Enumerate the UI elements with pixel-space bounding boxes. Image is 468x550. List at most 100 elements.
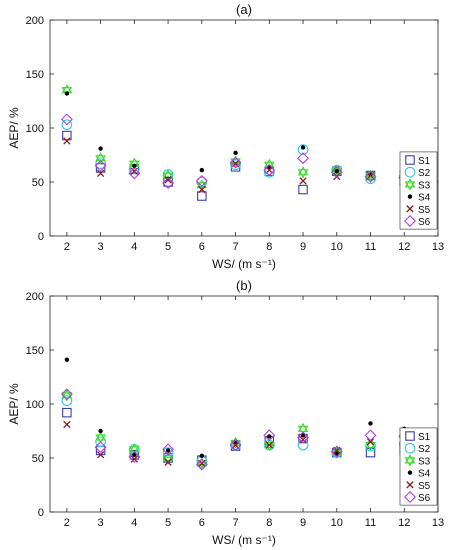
point-s5 xyxy=(96,169,105,178)
legend-label-s6: S6 xyxy=(418,493,431,504)
point-s6 xyxy=(162,443,175,456)
point-s5 xyxy=(164,176,172,184)
point-s5 xyxy=(130,167,139,175)
point-s1 xyxy=(95,445,106,456)
point-s6 xyxy=(297,431,310,444)
y-tick-label: 50 xyxy=(32,177,44,189)
y-tick-label: 50 xyxy=(32,453,44,465)
legend-marker-s4 xyxy=(407,194,413,199)
point-s6 xyxy=(94,159,107,172)
point-s5 xyxy=(231,441,240,449)
point-s4 xyxy=(165,448,171,453)
point-s6 xyxy=(60,388,73,401)
point-s3 xyxy=(95,152,106,165)
legend-marker-s5 xyxy=(406,205,414,213)
x-tick-label: 13 xyxy=(432,517,444,529)
legend-label-s1: S1 xyxy=(418,156,431,167)
chart-panel-b: 0 50 100 150 200 2 3 4 5 6 7 8 9 10 11 12 13 (b) WS/ (m s⁻… xyxy=(7,278,444,547)
x-tick-label: 3 xyxy=(98,517,104,529)
legend-label-s2: S2 xyxy=(418,168,431,179)
point-s3 xyxy=(263,438,275,452)
data-points xyxy=(60,84,411,201)
point-s6 xyxy=(263,429,276,442)
y-tick-label: 150 xyxy=(26,345,44,357)
point-s5 xyxy=(96,451,105,459)
y-axis-label: AEP/ % xyxy=(7,107,21,149)
plot-area xyxy=(49,19,439,237)
plot-area xyxy=(49,295,439,513)
point-s2 xyxy=(95,436,106,448)
x-tick-label: 12 xyxy=(398,241,410,253)
legend-box xyxy=(399,151,438,230)
legend-marker-s1 xyxy=(405,155,415,165)
point-s4 xyxy=(233,150,238,156)
point-s6 xyxy=(128,167,141,180)
x-tick-label: 11 xyxy=(365,517,376,529)
legend-label-s3: S3 xyxy=(418,456,431,467)
x-tick-label: 11 xyxy=(365,241,376,253)
legend-label-s5: S5 xyxy=(418,205,431,216)
point-s6 xyxy=(263,164,276,177)
legend-label-s4: S4 xyxy=(418,193,431,204)
x-tick-label: 12 xyxy=(398,517,410,529)
point-s4 xyxy=(64,91,70,96)
point-s4 xyxy=(199,167,205,173)
point-s6 xyxy=(229,439,242,452)
x-tick-label: 9 xyxy=(300,241,306,253)
point-s4 xyxy=(132,163,137,168)
point-s5 xyxy=(299,177,307,185)
point-s4 xyxy=(368,172,373,177)
point-s6 xyxy=(364,170,377,183)
point-s6 xyxy=(195,458,208,471)
x-axis-label: WS/ (m s⁻¹) xyxy=(212,257,276,271)
point-s5 xyxy=(164,458,172,466)
point-s5 xyxy=(333,172,341,181)
point-s5 xyxy=(63,420,71,429)
y-tick-label: 200 xyxy=(26,291,44,303)
point-s6 xyxy=(60,113,73,126)
point-s4 xyxy=(64,357,70,362)
point-s5 xyxy=(265,441,273,449)
point-s2 xyxy=(95,158,106,169)
legend-label-s3: S3 xyxy=(418,180,431,191)
point-s6 xyxy=(330,166,343,179)
point-s6 xyxy=(162,177,175,190)
legend-marker-s3 xyxy=(404,178,416,191)
x-tick-label: 5 xyxy=(165,241,171,253)
point-s6 xyxy=(330,445,343,458)
point-s4 xyxy=(199,453,205,459)
point-s4 xyxy=(368,421,373,426)
y-tick-label: 100 xyxy=(26,399,44,411)
point-s2 xyxy=(162,447,174,458)
point-s4 xyxy=(165,176,171,181)
x-tick-label: 10 xyxy=(331,517,343,529)
point-s4 xyxy=(98,428,103,434)
x-tick-label: 4 xyxy=(131,517,137,529)
point-s3 xyxy=(297,422,309,435)
legend-label-s4: S4 xyxy=(418,469,431,480)
legend-marker-s2 xyxy=(404,442,416,454)
legend-marker-s4 xyxy=(407,470,413,475)
legend-marker-s5 xyxy=(406,481,414,489)
point-s1 xyxy=(197,191,207,201)
point-s5 xyxy=(130,455,139,463)
point-s1 xyxy=(62,407,72,418)
point-s4 xyxy=(132,452,137,457)
point-s2 xyxy=(230,159,241,171)
legend-label-s1: S1 xyxy=(418,432,431,443)
point-s6 xyxy=(229,156,242,169)
point-s4 xyxy=(334,169,339,174)
legend-box xyxy=(399,427,438,506)
chart-title: (a) xyxy=(236,2,252,17)
point-s1 xyxy=(298,184,308,195)
point-s1 xyxy=(62,130,72,141)
x-tick-label: 5 xyxy=(165,517,171,529)
point-s4 xyxy=(300,433,306,438)
point-s6 xyxy=(297,152,310,165)
point-s6 xyxy=(364,429,377,442)
point-s4 xyxy=(267,434,272,439)
legend-marker-s2 xyxy=(404,166,416,178)
x-tick-label: 4 xyxy=(131,241,137,253)
